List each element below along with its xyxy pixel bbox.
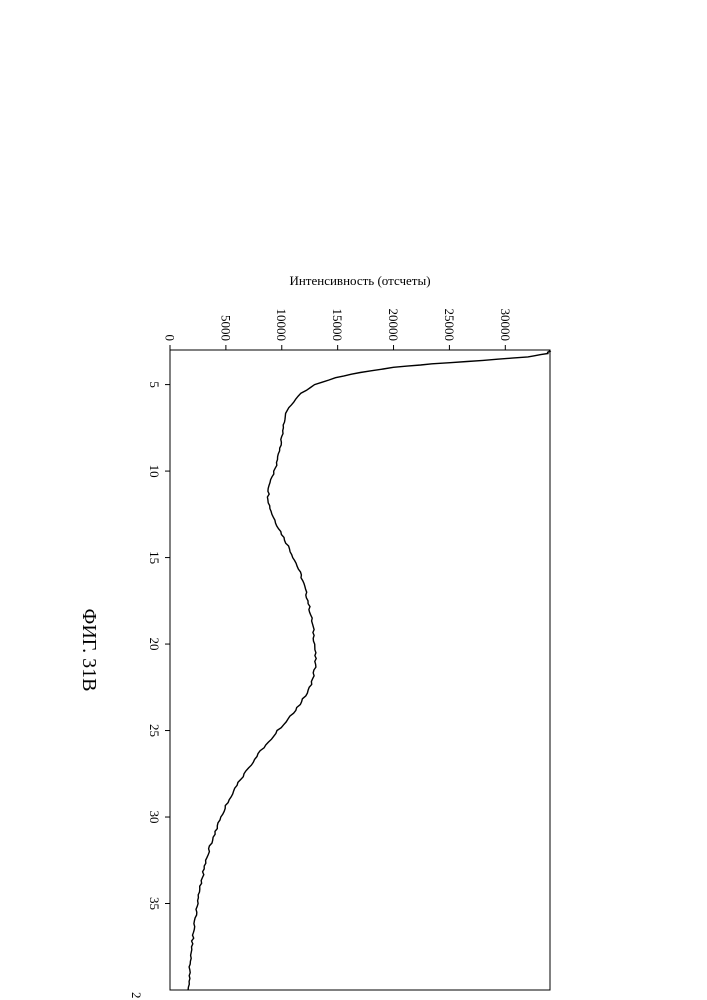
y-tick-label: 0 (162, 335, 177, 342)
y-axis-title: Интенсивность (отсчеты) (289, 273, 430, 288)
xrpd-chart-svg: 0 5000 10000 15000 20000 25000 30000 5 10 15 20 25… (50, 250, 570, 1000)
y-tick-label: 20000 (386, 309, 401, 342)
page-root: { "figure": { "caption": "ФИГ. 31B", "ca… (0, 0, 707, 1000)
chart-container: 0 5000 10000 15000 20000 25000 30000 5 10 15 20 25… (50, 250, 570, 1000)
y-tick-label: 10000 (274, 309, 289, 342)
x-tick-label: 5 (147, 381, 162, 388)
plot-frame (170, 350, 550, 990)
x-tick-label: 15 (147, 551, 162, 564)
y-ticks: 0 5000 10000 15000 20000 25000 30000 (162, 309, 512, 351)
x-tick-label: 25 (147, 724, 162, 737)
y-tick-label: 5000 (218, 315, 233, 341)
x-tick-label: 35 (147, 897, 162, 910)
x-axis-title: 2 тета (°) (129, 992, 144, 1000)
x-tick-label: 10 (147, 465, 162, 478)
y-tick-label: 15000 (330, 309, 345, 342)
figure-caption: ФИГ. 31B (77, 250, 100, 1000)
y-tick-label: 25000 (442, 309, 457, 342)
x-ticks: 5 10 15 20 25 30 35 (147, 381, 170, 910)
xrpd-curve (188, 350, 550, 990)
x-tick-label: 30 (147, 811, 162, 824)
x-tick-label: 20 (147, 638, 162, 651)
y-tick-label: 30000 (498, 309, 513, 342)
